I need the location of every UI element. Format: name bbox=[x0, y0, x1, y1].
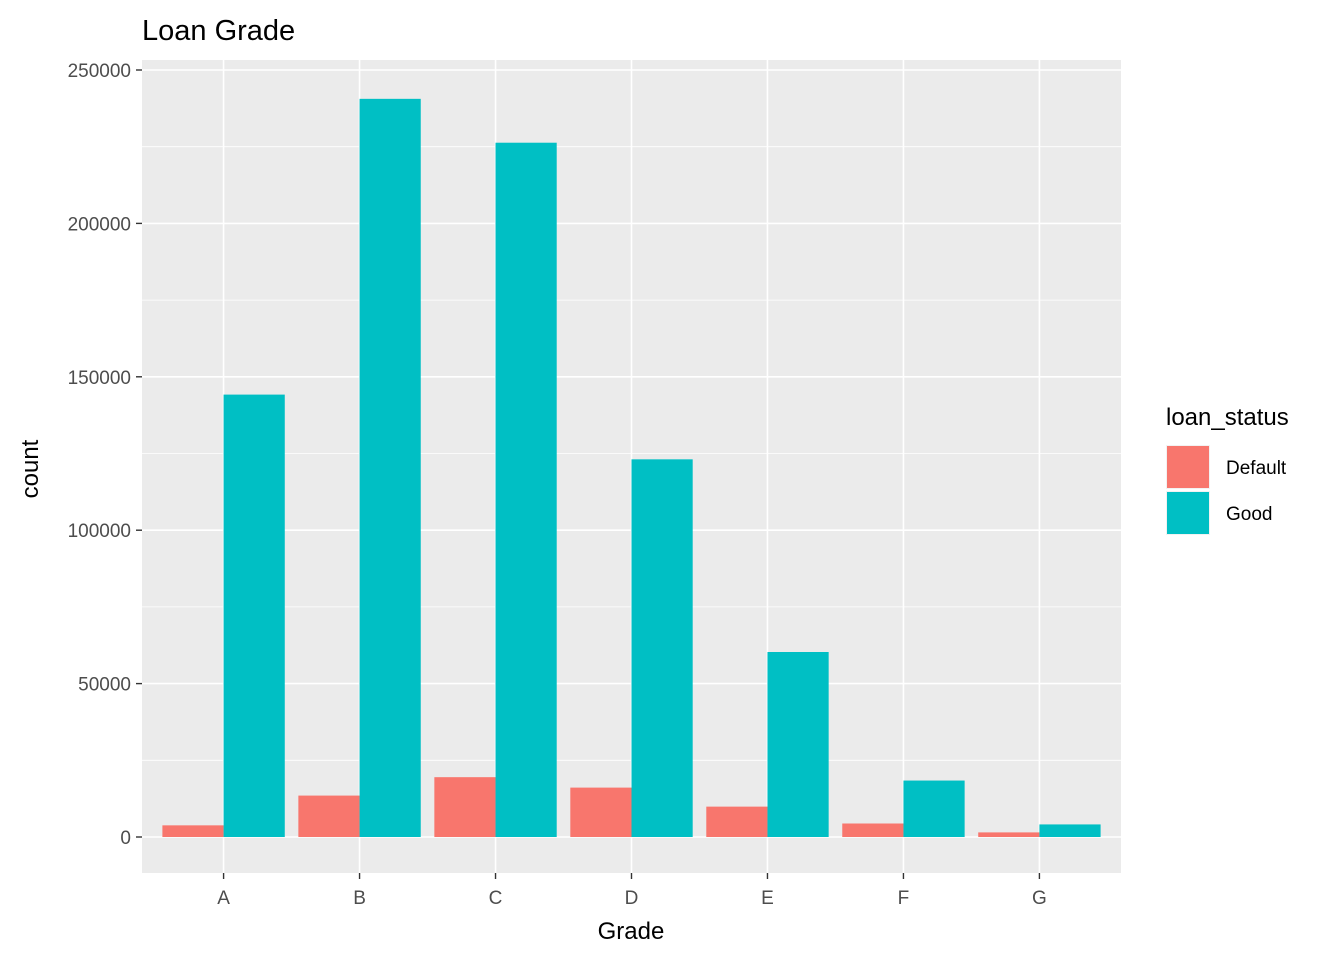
x-axis-title: Grade bbox=[598, 918, 665, 945]
bar-default-g bbox=[978, 832, 1040, 837]
bar-good-a bbox=[223, 394, 285, 837]
legend-title: loan_status bbox=[1166, 404, 1289, 431]
y-tick-label: 0 bbox=[120, 828, 131, 849]
legend-label-good: Good bbox=[1226, 504, 1272, 525]
y-tick-label: 250000 bbox=[68, 61, 131, 82]
bar-good-c bbox=[495, 142, 557, 837]
bar-default-b bbox=[298, 795, 360, 837]
x-tick-label: G bbox=[1032, 888, 1047, 909]
y-tick-label: 150000 bbox=[68, 368, 131, 389]
bar-good-b bbox=[359, 98, 421, 837]
chart-title: Loan Grade bbox=[142, 15, 295, 47]
bar-default-d bbox=[570, 787, 632, 837]
bar-default-f bbox=[842, 823, 904, 837]
bar-good-f bbox=[903, 780, 965, 837]
x-tick-label: A bbox=[217, 888, 230, 909]
legend-label-default: Default bbox=[1226, 458, 1287, 479]
bar-good-g bbox=[1039, 824, 1101, 837]
bar-good-d bbox=[631, 459, 693, 837]
bar-default-c bbox=[434, 777, 496, 837]
legend: loan_status Default Good bbox=[1166, 404, 1289, 535]
x-axis: A B C D E F G bbox=[217, 873, 1047, 909]
bar-good-e bbox=[767, 651, 829, 837]
x-tick-label: F bbox=[898, 888, 910, 909]
bar-default-e bbox=[706, 806, 768, 837]
y-tick-label: 200000 bbox=[68, 214, 131, 235]
y-tick-label: 50000 bbox=[78, 675, 131, 696]
x-tick-label: D bbox=[625, 888, 639, 909]
bar-default-a bbox=[162, 825, 224, 837]
y-tick-label: 100000 bbox=[68, 521, 131, 542]
x-tick-label: B bbox=[353, 888, 366, 909]
y-axis: 0 50000 100000 150000 200000 250000 bbox=[68, 61, 142, 849]
x-tick-label: E bbox=[761, 888, 774, 909]
legend-swatch-good bbox=[1167, 492, 1209, 534]
x-tick-label: C bbox=[489, 888, 503, 909]
y-axis-title: count bbox=[17, 439, 44, 498]
bars bbox=[162, 98, 1101, 837]
legend-swatch-default bbox=[1167, 446, 1209, 488]
